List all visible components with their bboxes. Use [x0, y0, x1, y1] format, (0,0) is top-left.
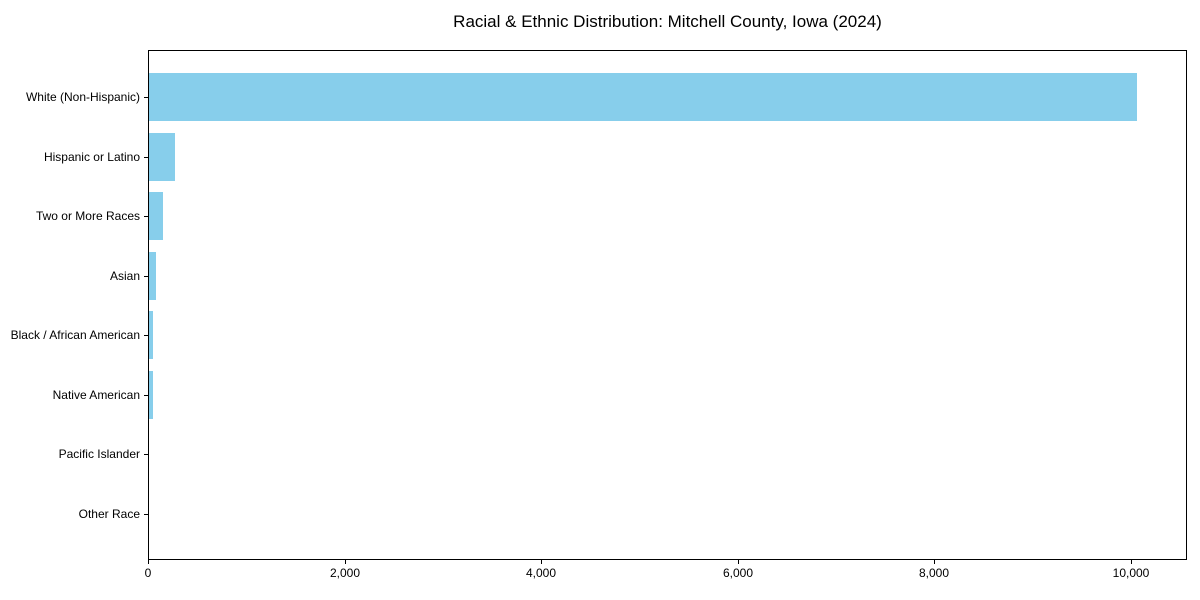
bar-black-african-american [149, 311, 154, 359]
bar-native-american [149, 371, 153, 419]
y-tick-mark [144, 454, 148, 455]
bar-white-non-hispanic [149, 73, 1137, 121]
y-tick-mark [144, 216, 148, 217]
x-tick-mark [541, 560, 542, 564]
y-tick-mark [144, 97, 148, 98]
x-tick-mark [345, 560, 346, 564]
x-tick-label: 6,000 [722, 566, 754, 580]
y-tick-label: Native American [52, 388, 140, 402]
y-tick-label: Two or More Races [35, 209, 140, 223]
bar-hispanic-or-latino [149, 133, 175, 181]
y-tick-mark [144, 514, 148, 515]
y-tick-mark [144, 335, 148, 336]
x-tick-mark [148, 560, 149, 564]
y-tick-label: Hispanic or Latino [43, 150, 140, 164]
y-tick-mark [144, 395, 148, 396]
x-tick-label: 2,000 [329, 566, 361, 580]
plot-area [148, 50, 1187, 560]
chart-title: Racial & Ethnic Distribution: Mitchell C… [453, 12, 882, 31]
y-tick-label: Asian [109, 269, 140, 283]
y-tick-mark [144, 276, 148, 277]
x-tick-label: 8,000 [918, 566, 950, 580]
x-tick-mark [1131, 560, 1132, 564]
x-tick-mark [934, 560, 935, 564]
x-tick-mark [738, 560, 739, 564]
y-tick-label: Pacific Islander [58, 447, 140, 461]
x-tick-label: 0 [144, 566, 152, 580]
y-tick-label: Other Race [78, 507, 140, 521]
x-tick-label: 4,000 [525, 566, 557, 580]
y-tick-mark [144, 157, 148, 158]
bar-asian [149, 252, 157, 300]
x-tick-label: 10,000 [1112, 566, 1150, 580]
y-tick-label: Black / African American [10, 328, 140, 342]
y-tick-label: White (Non-Hispanic) [25, 90, 140, 104]
bar-two-or-more-races [149, 192, 163, 240]
